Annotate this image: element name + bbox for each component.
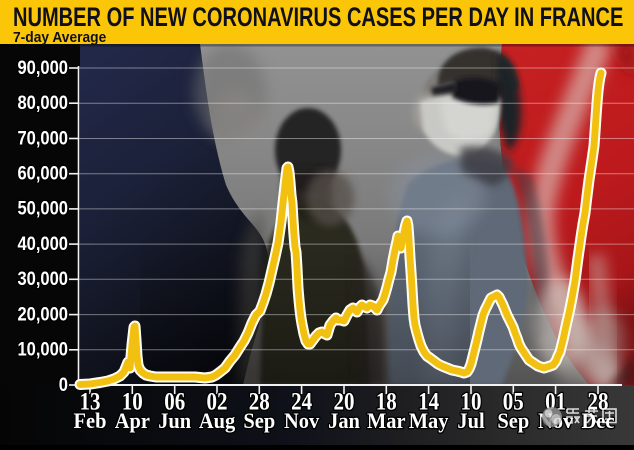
svg-text:40,000: 40,000	[17, 233, 68, 254]
svg-text:13: 13	[80, 387, 101, 415]
svg-text:28: 28	[588, 387, 609, 415]
svg-text:Jun: Jun	[158, 408, 191, 433]
svg-text:20,000: 20,000	[17, 303, 68, 324]
svg-text:Jul: Jul	[457, 408, 484, 433]
svg-text:30,000: 30,000	[17, 268, 68, 289]
svg-text:20: 20	[334, 387, 355, 415]
svg-text:05: 05	[503, 387, 524, 415]
svg-text:7-day Average: 7-day Average	[13, 30, 106, 47]
svg-text:Aug: Aug	[199, 408, 236, 433]
svg-text:80,000: 80,000	[17, 92, 68, 113]
svg-text:50,000: 50,000	[17, 198, 68, 219]
svg-text:Sep: Sep	[243, 408, 275, 433]
svg-text:0: 0	[59, 374, 68, 395]
svg-text:Feb: Feb	[74, 408, 107, 433]
svg-text:60,000: 60,000	[17, 162, 68, 183]
svg-text:24: 24	[291, 387, 312, 415]
svg-text:Apr: Apr	[115, 408, 150, 433]
svg-text:Jan: Jan	[328, 408, 360, 433]
svg-text:Nov: Nov	[284, 408, 320, 433]
svg-text:02: 02	[207, 387, 228, 415]
svg-text:10,000: 10,000	[17, 339, 68, 360]
svg-text:May: May	[409, 408, 449, 433]
svg-text:NUMBER OF NEW CORONAVIRUS CASE: NUMBER OF NEW CORONAVIRUS CASES PER DAY …	[13, 3, 623, 32]
svg-text:Sep: Sep	[497, 408, 529, 433]
svg-text:28: 28	[249, 387, 270, 415]
svg-text:10: 10	[461, 387, 482, 415]
svg-text:10: 10	[122, 387, 143, 415]
svg-text:90,000: 90,000	[17, 57, 68, 78]
svg-text:70,000: 70,000	[17, 127, 68, 148]
svg-text:Mar: Mar	[367, 408, 406, 433]
svg-text:06: 06	[164, 387, 185, 415]
svg-text:14: 14	[418, 387, 439, 415]
svg-text:18: 18	[376, 387, 397, 415]
